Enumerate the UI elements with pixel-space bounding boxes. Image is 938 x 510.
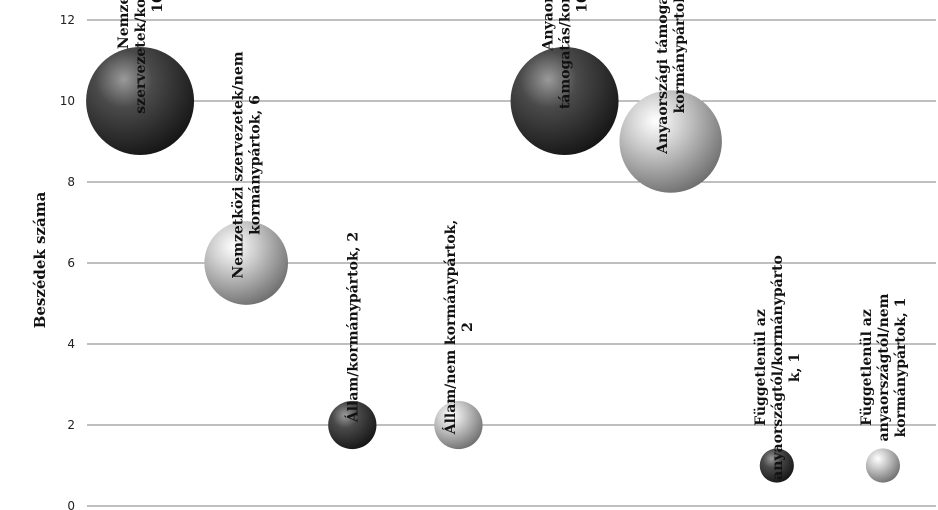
y-tick-label: 2: [67, 418, 75, 432]
data-label-3: Állam/kormánypártok, 2: [343, 232, 361, 423]
bubbles: [86, 47, 901, 483]
data-label-line: Nemzetközi szervezetek/nem: [231, 51, 247, 278]
y-tick-label: 4: [67, 337, 75, 351]
data-labels: Nemzetköziszervezetek/kormánypártok,10Ne…: [116, 0, 909, 480]
data-label-line: Állam/kormánypártok, 2: [343, 232, 361, 423]
bubble-3: [328, 400, 377, 450]
bubble-6: [619, 90, 722, 193]
data-label-line: Anyaországi: [541, 0, 557, 51]
y-axis-title: Beszédek száma: [31, 191, 49, 328]
bubble-4: [434, 400, 483, 450]
y-tick-label: 6: [67, 256, 75, 270]
data-label-line: Függetlenül az: [859, 309, 875, 426]
data-label-line: szervezetek/kormánypártok,: [133, 0, 149, 114]
data-label-line: támogatás/kormánypártok,: [558, 0, 574, 109]
data-label-line: Függetlenül az: [753, 309, 769, 426]
data-label-line: anyaországtól/nem: [876, 293, 892, 441]
data-label-1: Nemzetköziszervezetek/kormánypártok,10: [116, 0, 166, 114]
bubble-2: [204, 221, 289, 305]
data-label-7: Függetlenül azanyaországtól/kormánypárto…: [753, 255, 803, 480]
data-label-line: 10: [575, 0, 591, 13]
data-label-line: kormánypártok, 9: [672, 0, 688, 113]
bubble-5: [510, 47, 619, 155]
data-label-line: Anyaországi támogatás/nem: [655, 0, 671, 155]
data-label-line: Állam/nem kormánypártok,: [441, 220, 459, 436]
data-label-line: kormánypártok, 6: [248, 95, 264, 235]
data-label-6: Anyaországi támogatás/nemkormánypártok, …: [655, 0, 688, 155]
y-tick-label: 12: [60, 13, 75, 27]
bubble-1: [86, 47, 195, 155]
data-label-line: k, 1: [787, 353, 803, 382]
y-axis-ticks: 0 2 4 6 8 10 12: [60, 13, 75, 510]
bubble-7: [759, 448, 794, 483]
data-label-8: Függetlenül azanyaországtól/nemkormánypá…: [859, 293, 909, 441]
y-tick-label: 8: [67, 175, 75, 189]
data-label-line: anyaországtól/kormánypárto: [770, 255, 786, 480]
data-label-4: Állam/nem kormánypártok,2: [441, 220, 476, 436]
data-label-5: Anyaországitámogatás/kormánypártok,10: [541, 0, 591, 109]
y-tick-label: 0: [67, 499, 75, 510]
data-label-line: 10: [150, 0, 166, 13]
bubble-8: [865, 448, 901, 483]
data-label-line: kormánypártok, 1: [893, 298, 909, 438]
data-label-line: 2: [460, 322, 476, 332]
data-label-line: Nemzetközi: [116, 0, 132, 49]
data-label-2: Nemzetközi szervezetek/nemkormánypártok,…: [231, 51, 264, 278]
y-tick-label: 10: [60, 94, 75, 108]
